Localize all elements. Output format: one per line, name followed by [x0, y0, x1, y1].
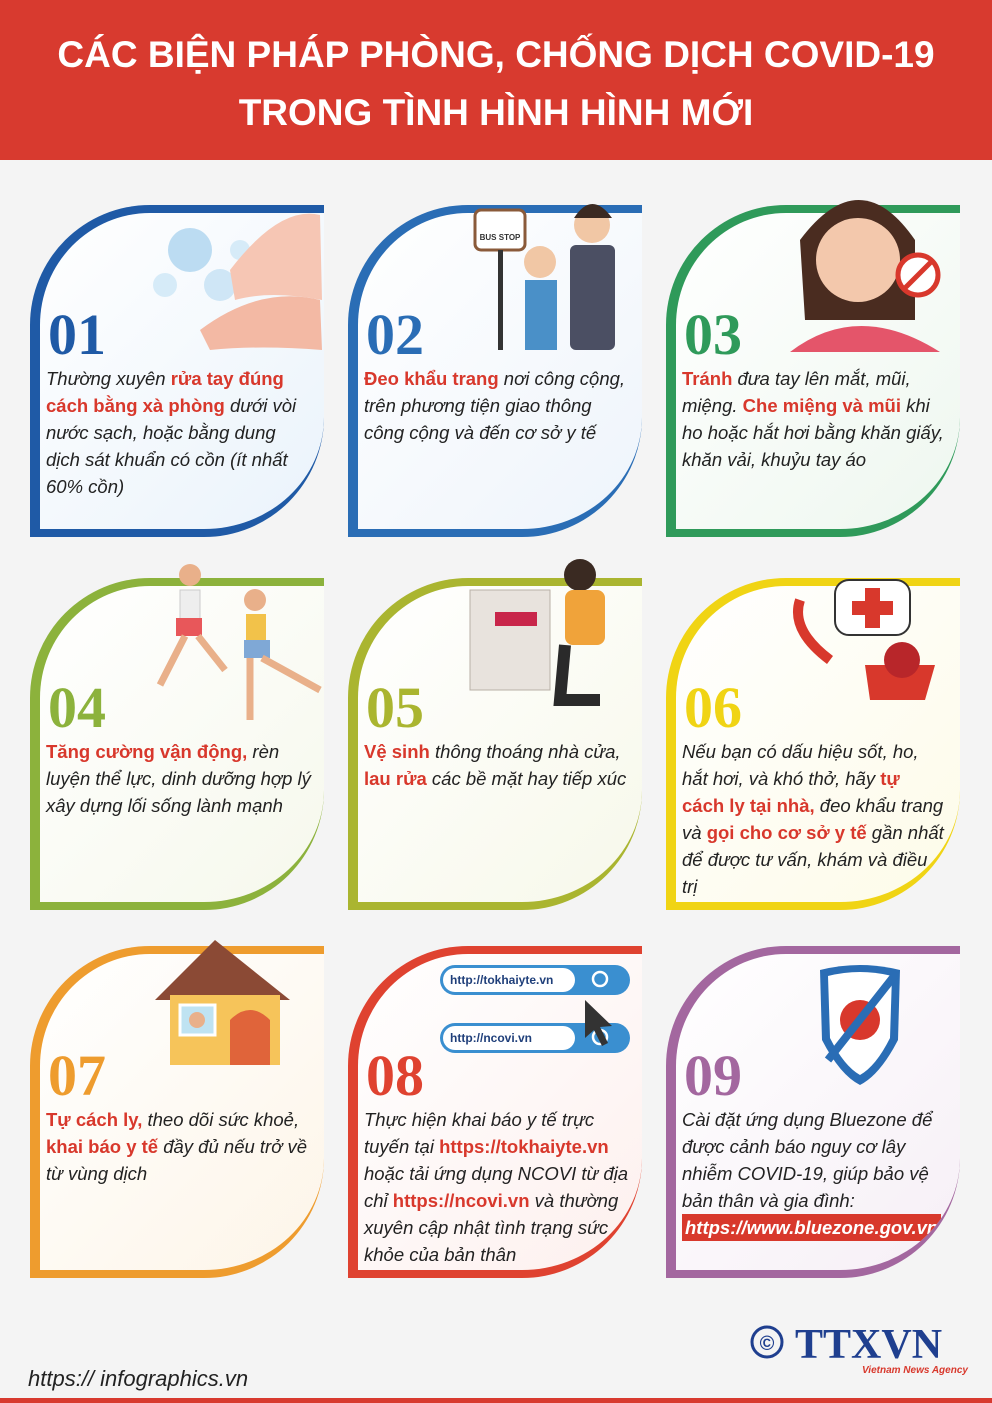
card-number: 04: [48, 675, 106, 740]
text-segment: rèn luyện thể lực, dinh dưỡng hợp lý xây…: [46, 741, 311, 816]
card-number: 08: [366, 1043, 424, 1108]
text-segment: thông thoáng nhà cửa,: [429, 741, 621, 762]
agency: Vietnam News Agency: [862, 1365, 968, 1376]
logo-text: TTXVN: [795, 1322, 942, 1368]
text-segment: nơi công cộng, trên phương tiện giao thô…: [364, 368, 626, 443]
logo: © TTXVN Vietnam News Agency: [750, 1322, 968, 1376]
card-text: Đeo khẩu trang nơi công cộng, trên phươn…: [364, 365, 629, 446]
card-number: 05: [366, 675, 424, 740]
text-segment: Nếu bạn có dấu hiệu sốt, ho, hắt hơi, và…: [682, 741, 919, 789]
card: 04 Tăng cường vận động, rèn luyện thể lực…: [30, 578, 324, 910]
text-segment: rửa tay đúng cách bằng xà phòng: [46, 368, 284, 416]
card-number: 07: [48, 1043, 106, 1108]
text-segment: gần nhất để được tư vấn, khám và điều tr…: [682, 822, 944, 897]
card: 09 Cài đặt ứng dụng Bluezone để được cảnh…: [666, 946, 960, 1278]
text-segment: lau rửa: [364, 768, 427, 789]
text-segment: đeo khẩu trang và: [682, 795, 944, 843]
text-segment: https://www.bluezone.gov.vn: [682, 1214, 942, 1241]
card: 05 Vệ sinh thông thoáng nhà cửa, lau rửa …: [348, 578, 642, 910]
card-text: Cài đặt ứng dụng Bluezone để được cảnh b…: [682, 1106, 947, 1241]
text-segment: Vệ sinh: [364, 741, 430, 762]
card: 08 Thực hiện khai báo y tế trực tuyến tại…: [348, 946, 642, 1278]
card: 07 Tự cách ly, theo dõi sức khoẻ, khai bá…: [30, 946, 324, 1278]
text-segment: và thường xuyên cập nhật tình trạng sức …: [364, 1190, 619, 1265]
footer-url: https:// infographics.vn: [28, 1366, 249, 1391]
copyright: ©: [760, 1333, 775, 1355]
card: 01 Thường xuyên rửa tay đúng cách bằng xà…: [30, 205, 324, 537]
card: 03 Tránh đưa tay lên mắt, mũi, miệng. Che…: [666, 205, 960, 537]
text-segment: hoặc tải ứng dụng NCOVI từ địa chỉ: [364, 1163, 629, 1211]
text-segment: Thực hiện khai báo y tế trực tuyến tại: [364, 1109, 595, 1157]
title-line: CÁC BIỆN PHÁP PHÒNG, CHỐNG DỊCH COVID-19: [57, 34, 935, 75]
text-segment: Tránh: [682, 368, 733, 389]
text-segment: theo dõi sức khoẻ,: [142, 1109, 300, 1130]
card: 06 Nếu bạn có dấu hiệu sốt, ho, hắt hơi, …: [666, 578, 960, 910]
text-segment: Tăng cường vận động,: [46, 741, 248, 762]
title-line: TRONG TÌNH HÌNH HÌNH MỚI: [238, 92, 754, 133]
text-segment: đưa tay lên mắt, mũi, miệng.: [682, 368, 911, 416]
card-text: Tránh đưa tay lên mắt, mũi, miệng. Che m…: [682, 365, 947, 473]
footer-bar: [0, 1398, 992, 1403]
text-segment: https://ncovi.vn: [392, 1190, 530, 1211]
card-text: Nếu bạn có dấu hiệu sốt, ho, hắt hơi, và…: [682, 738, 947, 900]
card-number: 09: [684, 1043, 742, 1108]
card-text: Tự cách ly, theo dõi sức khoẻ, khai báo …: [46, 1106, 311, 1187]
text-segment: tự cách ly tại nhà,: [682, 768, 900, 816]
text-segment: các bề mặt hay tiếp xúc: [426, 768, 627, 789]
card-number: 02: [366, 302, 424, 367]
text-segment: đầy đủ nếu trở về từ vùng dịch: [46, 1136, 308, 1184]
header: CÁC BIỆN PHÁP PHÒNG, CHỐNG DỊCH COVID-19…: [0, 0, 992, 160]
text-segment: khi ho hoặc hắt hơi bằng khăn giấy, khăn…: [682, 395, 944, 470]
text-segment: Thường xuyên: [46, 368, 171, 389]
card-text: Vệ sinh thông thoáng nhà cửa, lau rửa cá…: [364, 738, 629, 792]
card-text: Tăng cường vận động, rèn luyện thể lực, …: [46, 738, 311, 819]
text-segment: Che miệng và mũi: [742, 395, 901, 416]
text-segment: Đeo khẩu trang: [364, 368, 499, 389]
text-segment: dưới vòi nước sạch, hoặc bằng dung dịch …: [46, 395, 297, 497]
card-text: Thực hiện khai báo y tế trực tuyến tại h…: [364, 1106, 629, 1268]
card-number: 03: [684, 302, 742, 367]
card-number: 01: [48, 302, 106, 367]
text-segment: https://tokhaiyte.vn: [439, 1136, 609, 1157]
text-segment: khai báo y tế: [46, 1136, 159, 1157]
text-segment: gọi cho cơ sở y tế: [706, 822, 867, 843]
card-text: Thường xuyên rửa tay đúng cách bằng xà p…: [46, 365, 311, 500]
text-segment: Cài đặt ứng dụng Bluezone để được cảnh b…: [682, 1109, 933, 1211]
card-number: 06: [684, 675, 742, 740]
card: 02 Đeo khẩu trang nơi công cộng, trên phư…: [348, 205, 642, 537]
text-segment: Tự cách ly,: [46, 1109, 143, 1130]
